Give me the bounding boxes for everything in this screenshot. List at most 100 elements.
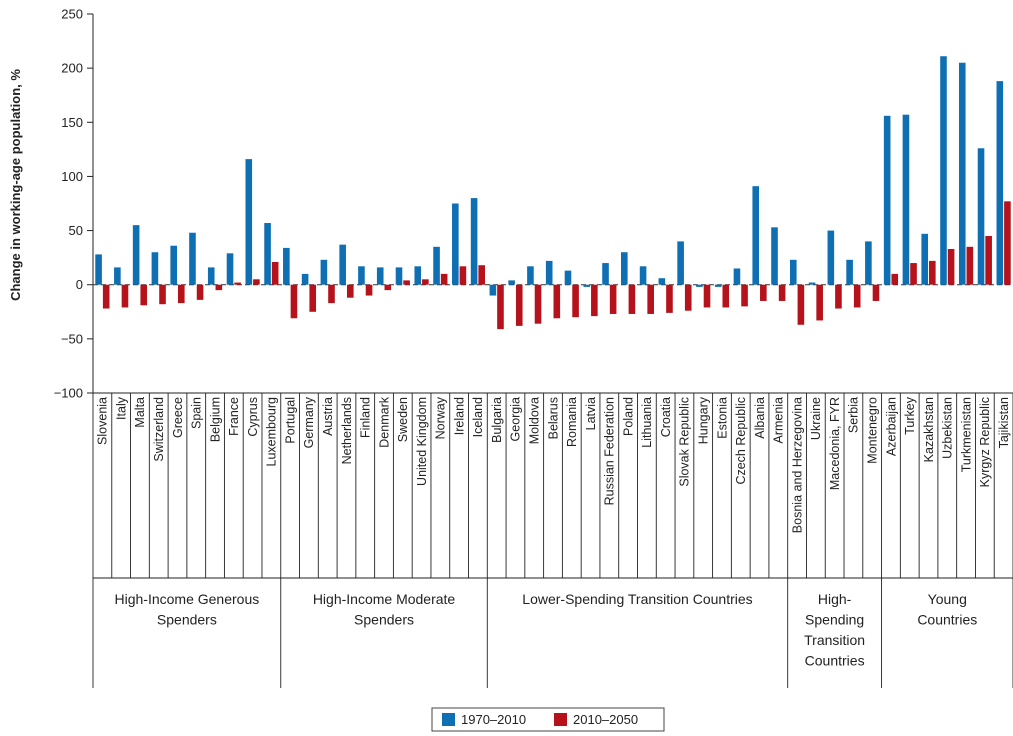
category-label: Armenia [772,397,786,444]
bar-series-2 [497,285,504,329]
y-tick-label: 100 [61,169,83,184]
bar-series-1 [903,115,910,285]
bar-series-2 [253,279,260,284]
bar-series-2 [798,285,805,325]
y-tick-label: 50 [69,223,83,238]
bar-series-1 [208,267,215,284]
group-label-line: High- [818,591,852,607]
bar-series-1 [959,63,966,285]
bar-series-2 [422,279,429,284]
category-label: Sweden [396,397,410,442]
y-tick-label: 200 [61,61,83,76]
bar-series-1 [114,267,121,284]
bar-series-2 [722,285,729,308]
category-label: Croatia [659,397,673,437]
bar-series-2 [140,285,147,306]
bar-series-1 [471,198,478,285]
bar-series-1 [339,245,346,285]
bar-series-1 [659,278,666,284]
bar-series-2 [122,285,129,308]
category-label: Kyrgyz Republic [978,397,992,487]
group-label-line: High-Income Moderate [313,591,456,607]
group-label: High-Income Moderate Spenders [313,591,456,628]
bar-series-2 [985,236,992,285]
bars [95,56,1010,329]
category-label: Finland [359,397,373,438]
bar-series-2 [516,285,523,326]
bar-series-2 [854,285,861,308]
bar-series-1 [997,81,1004,285]
bar-series-2 [572,285,579,317]
category-label: Latvia [584,397,598,430]
category-label: Belarus [546,397,560,439]
bar-series-2 [891,274,898,285]
group-label: Young Countries [917,591,977,628]
bar-series-1 [433,247,440,285]
bar-series-2 [159,285,166,304]
bar-series-1 [358,266,365,284]
bar-series-1 [978,148,985,284]
bar-series-1 [546,261,553,285]
bar-series-1 [940,56,947,284]
category-label: Estonia [715,397,729,439]
category-label: Albania [753,397,767,439]
bar-series-2 [554,285,561,319]
category-label: Poland [621,397,635,436]
bar-series-2 [178,285,185,303]
group-label: High-Income Generous Spenders [115,591,260,628]
bar-series-1 [790,260,797,285]
category-label: Luxembourg [265,397,279,467]
category-label: Netherlands [340,397,354,464]
bar-series-2 [535,285,542,324]
y-tick-label: 0 [76,277,83,292]
bar-series-1 [302,274,309,285]
bar-series-2 [685,285,692,311]
group-label-line: High-Income Generous [115,591,260,607]
bar-series-1 [264,223,271,285]
bar-series-2 [1004,201,1011,284]
bar-series-2 [910,263,917,285]
bar-series-1 [152,252,159,284]
category-label: Belgium [208,397,222,442]
x-axis: Slovenia Italy Malta Switzerland Greece Spain… [93,393,1013,688]
bar-series-1 [921,234,928,285]
category-label: Moldova [528,397,542,444]
category-label: United Kingdom [415,397,429,486]
bar-series-2 [234,283,241,285]
legend: 1970–2010 2010–2050 [432,708,664,731]
y-tick-label: −50 [61,331,83,346]
bar-series-1 [583,285,590,287]
y-tick-label: 150 [61,115,83,130]
category-label: Bulgaria [490,397,504,443]
bar-series-1 [828,231,835,285]
category-label: Romania [565,397,579,447]
bar-series-2 [272,262,279,285]
bar-series-1 [508,280,515,284]
category-label: Macedonia, FYR [828,397,842,490]
category-label: Cyprus [246,397,260,437]
category-label: Turkey [903,396,917,434]
category-label: Malta [133,397,147,428]
bar-series-2 [948,249,955,285]
y-axis: −100 −50 0 50 100 150 200 250 [54,7,1013,401]
category-label: Slovenia [96,397,110,445]
bar-series-2 [929,261,936,285]
bar-series-2 [197,285,204,300]
bar-series-2 [666,285,673,313]
bar-series-2 [478,265,485,284]
category-label: Ukraine [809,397,823,440]
bar-series-2 [403,280,410,284]
category-label: Tajikistan [997,397,1011,448]
bar-series-1 [170,246,177,285]
bar-series-1 [452,204,459,285]
bar-series-1 [377,267,384,284]
bar-series-2 [309,285,316,312]
bar-series-2 [216,285,223,290]
y-tick-label: 250 [61,7,83,22]
category-label: Spain [190,397,204,429]
category-label: Ireland [452,397,466,435]
bar-series-1 [865,241,872,284]
bar-series-2 [441,274,448,285]
category-label: Slovak Republic [678,397,692,487]
